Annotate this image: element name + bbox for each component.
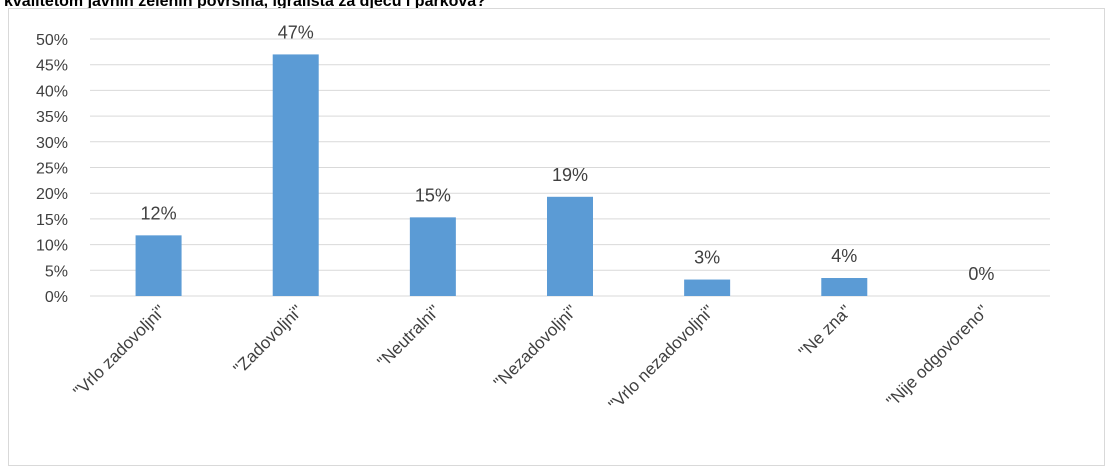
- y-tick-label: 20%: [36, 186, 68, 203]
- data-label: 3%: [694, 248, 720, 268]
- data-label: 0%: [968, 264, 994, 284]
- data-label: 47%: [278, 22, 314, 42]
- y-tick-label: 40%: [36, 83, 68, 100]
- y-tick-label: 5%: [45, 263, 68, 280]
- x-tick-label: "Vrlo nezadovoljni": [605, 301, 718, 414]
- x-tick-label: "Nezadovoljni": [490, 301, 581, 392]
- y-tick-label: 0%: [45, 289, 68, 306]
- y-tick-label: 10%: [36, 238, 68, 255]
- bar: [409, 217, 456, 296]
- y-tick-label: 45%: [36, 58, 68, 75]
- data-label: 4%: [831, 246, 857, 266]
- y-tick-label: 35%: [36, 109, 68, 126]
- y-tick-label: 15%: [36, 212, 68, 229]
- y-tick-label: 50%: [36, 32, 68, 49]
- x-tick-label: "Nije odgovoreno": [883, 301, 993, 411]
- bars: [135, 54, 868, 296]
- bar: [135, 235, 182, 296]
- data-label: 19%: [552, 165, 588, 185]
- y-tick-label: 30%: [36, 135, 68, 152]
- chart-title: kvalitetom javnih zelenih površina, igra…: [4, 0, 486, 10]
- data-label: 15%: [415, 185, 451, 205]
- y-axis-ticks: 0% 5% 10% 15% 20% 25% 30% 35% 40% 45% 50%: [36, 32, 68, 306]
- x-axis-ticks: "Vrlo zadovoljni" "Zadovoljni" "Neutralni"…: [70, 301, 993, 414]
- x-tick-label: "Zadovoljni": [230, 301, 307, 378]
- bar: [684, 279, 731, 296]
- x-tick-label: "Neutralni": [374, 301, 444, 371]
- data-labels: 12% 47% 15% 19% 3% 4% 0%: [141, 22, 995, 284]
- bar: [272, 54, 319, 296]
- bar: [821, 278, 868, 296]
- y-tick-label: 25%: [36, 161, 68, 178]
- x-tick-label: "Vrlo zadovoljni": [70, 301, 170, 401]
- bar: [547, 196, 593, 296]
- x-tick-label: "Ne zna": [795, 301, 855, 361]
- data-label: 12%: [141, 203, 177, 223]
